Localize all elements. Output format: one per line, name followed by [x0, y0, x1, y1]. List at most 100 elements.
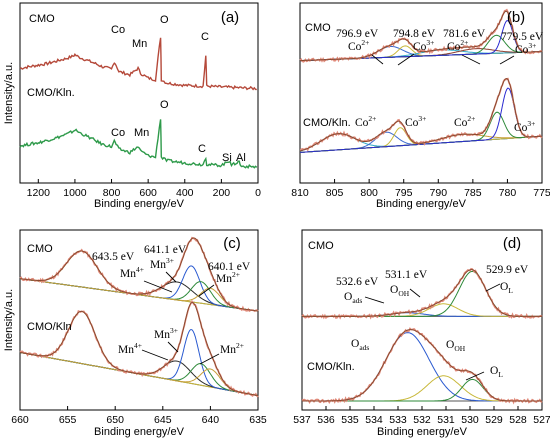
arrow-c3 — [198, 284, 215, 297]
ion-mn2-bottom: Mn2+ — [220, 341, 244, 356]
panel-a-c-label-bottom: C — [198, 143, 206, 155]
panel-b-x-label: Binding energy/eV — [376, 198, 467, 210]
ion-mn3-bottom: Mn3+ — [154, 326, 178, 341]
panel-b-tick-label: 795 — [395, 187, 413, 199]
panel-a-al-label: Al — [236, 152, 246, 164]
panel-b-kln-label: CMO/Kln. — [303, 117, 351, 129]
panel-a-tick-label: 200 — [213, 187, 231, 199]
species-ol-top: OL — [500, 281, 513, 295]
panel-b-x-ticks: 810 805 800 795 790 785 780 775 — [291, 179, 550, 199]
fit-component — [302, 375, 542, 402]
species-oads-top: Oads — [344, 291, 362, 305]
panel-a-si-label: Si — [222, 152, 232, 164]
panel-b-tick-label: 790 — [430, 187, 448, 199]
panel-b-cmo-label: CMO — [305, 22, 331, 34]
panel-d-tick-label: 533 — [389, 414, 407, 426]
panel-a-tick-label: 800 — [103, 187, 121, 199]
arrow-c2 — [165, 271, 177, 283]
peak-label-643-5: 643.5 eV — [92, 251, 135, 263]
panel-d-frame — [301, 229, 543, 411]
panel-a-tick-label: 1200 — [27, 187, 51, 199]
ion-mn4-bottom: Mn4+ — [118, 341, 142, 356]
arrow-c5 — [167, 341, 179, 353]
peak-label-779-5: 779.5 eV — [501, 31, 544, 43]
panel-c-y-label: Intensity/a.u. — [3, 289, 15, 351]
panel-d-tick-label: 532 — [413, 414, 431, 426]
survey-line-1 — [19, 119, 258, 169]
panel-a-x-label: Binding energy/eV — [94, 198, 185, 210]
peak-label-529-9: 529.9 eV — [486, 264, 529, 276]
species-ol-bottom: OL — [490, 365, 503, 379]
fit-component — [299, 127, 543, 153]
peak-label-640-1: 640.1 eV — [208, 261, 251, 273]
panel-a-cmo-label: CMO — [29, 13, 55, 25]
arrow-c1 — [143, 280, 173, 293]
panel-a-mn-label-top: Mn — [132, 38, 147, 50]
panel-c-frame — [19, 229, 259, 411]
fit-component — [19, 278, 259, 312]
arrow-b2 — [397, 53, 415, 66]
panel-d-x-label: Binding energy/eV — [377, 426, 468, 438]
arrow-d4 — [465, 371, 485, 381]
arrow-c6 — [199, 353, 220, 365]
arrow-d2 — [409, 288, 421, 298]
panel-d-tick-label: 527 — [533, 414, 550, 426]
panel-b-tick-label: 805 — [326, 187, 344, 199]
panel-d-x-ticks: 537 536 535 534 533 532 531 530 529 528 527 — [293, 406, 550, 426]
panel-a-o-label-bottom: O — [160, 99, 169, 111]
raw-spectrum — [301, 267, 543, 320]
panel-a-co-label-top: Co — [111, 24, 125, 36]
panel-b-tick-label: 785 — [464, 187, 482, 199]
panel-a-tick-label: 1000 — [63, 187, 87, 199]
panel-d: 537 536 535 534 533 532 531 530 529 528 527 Bindin… — [293, 229, 550, 438]
panel-c-spectra — [19, 236, 259, 398]
arrow-b1 — [371, 54, 384, 65]
panel-a-c-label-top: C — [201, 31, 209, 43]
ion-co2-bottom-a: Co2+ — [355, 114, 376, 129]
ion-mn4-top: Mn4+ — [120, 265, 144, 280]
panel-c-annotation-arrows — [141, 271, 220, 365]
species-ooh-top: OOH — [390, 284, 410, 298]
panel-a-o-label-top: O — [160, 14, 169, 26]
panel-a-frame — [19, 2, 259, 184]
panel-d-annotation-arrows — [364, 283, 501, 381]
ion-co3-bottom-b: Co3+ — [514, 119, 535, 134]
panel-d-cmo-label: CMO — [308, 240, 334, 252]
panel-a: 1200 1000 800 600 400 200 0 Binding energy/eV … — [3, 2, 261, 210]
panel-c-cmo-label: CMO — [27, 243, 53, 255]
peak-label-531-1: 531.1 eV — [385, 269, 428, 281]
ion-co3-top-a: Co3+ — [413, 38, 434, 53]
panel-d-tick-label: 529 — [485, 414, 503, 426]
panel-c-tick-label: 655 — [59, 414, 77, 426]
panel-b-tick-label: 780 — [499, 187, 517, 199]
panel-d-tick-label: 531 — [437, 414, 455, 426]
ion-mn2-top: Mn2+ — [216, 270, 240, 285]
arrow-c4 — [141, 349, 169, 361]
panel-d-kln-label: CMO/Kln. — [307, 361, 355, 373]
panel-b-annotation-arrows — [371, 53, 515, 66]
panel-b-tick-label: 775 — [533, 187, 550, 199]
fit-component — [299, 87, 543, 153]
fit-envelope — [19, 301, 259, 397]
panel-a-y-label: Intensity/a.u. — [3, 62, 15, 124]
panel-d-tick-label: 530 — [461, 414, 479, 426]
arrow-d1 — [364, 296, 385, 304]
panel-b-tick-label: 810 — [291, 187, 309, 199]
panel-a-co-label-bottom: Co — [111, 127, 125, 139]
ion-co2-bottom-b: Co2+ — [454, 114, 475, 129]
panel-b-spectra — [299, 8, 543, 153]
panel-b-tick-label: 800 — [360, 187, 378, 199]
panel-d-tick-label: 528 — [509, 414, 527, 426]
arrow-b3 — [461, 54, 481, 65]
panel-a-mn-label-bottom: Mn — [134, 127, 149, 139]
panel-a-tick-label: 0 — [255, 187, 261, 199]
panel-a-x-ticks: 1200 1000 800 600 400 200 0 — [27, 179, 261, 199]
panel-c-x-label: Binding energy/eV — [94, 426, 185, 438]
panel-c-tick-label: 635 — [249, 414, 267, 426]
panel-a-tick-label: 600 — [139, 187, 157, 199]
panel-c-tick-label: 660 — [11, 414, 29, 426]
panel-a-tick-label: 400 — [176, 187, 194, 199]
fit-envelope — [302, 269, 542, 317]
species-ooh-bottom: OOH — [446, 339, 466, 353]
